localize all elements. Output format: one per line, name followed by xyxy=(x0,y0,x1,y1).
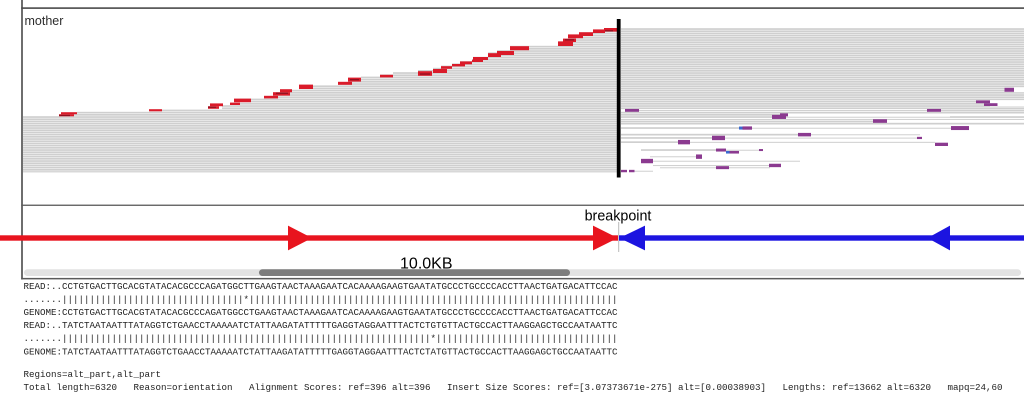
svg-text:Regions=alt_part,alt_part: Regions=alt_part,alt_part xyxy=(24,369,162,380)
svg-text:READ:..CCTGTGACTTGCACGTATACACG: READ:..CCTGTGACTTGCACGTATACACGCCCAGATGGC… xyxy=(24,281,618,292)
svg-text:.......|||||||||||||||||||||||: .......|||||||||||||||||||||||||||||||||… xyxy=(24,294,618,305)
svg-text:.......|||||||||||||||||||||||: .......|||||||||||||||||||||||||||||||||… xyxy=(24,333,618,344)
svg-text:GENOME:CCTGTGACTTGCACGTATACACG: GENOME:CCTGTGACTTGCACGTATACACGCCCAGATGGC… xyxy=(24,307,618,318)
svg-text:breakpoint: breakpoint xyxy=(585,209,652,225)
svg-text:Total length=6320 Reason=ori: Total length=6320 Reason=orientation Ali… xyxy=(24,382,1003,393)
svg-text:READ:..TATCTAATAATTTATAGGTCTGA: READ:..TATCTAATAATTTATAGGTCTGAACCTAAAAAT… xyxy=(24,320,618,331)
svg-text:mother: mother xyxy=(25,14,64,28)
svg-text:10.0KB: 10.0KB xyxy=(400,256,452,273)
svg-text:GENOME:TATCTAATAATTTATAGGTCTGA: GENOME:TATCTAATAATTTATAGGTCTGAACCTAAAAAT… xyxy=(24,346,618,357)
